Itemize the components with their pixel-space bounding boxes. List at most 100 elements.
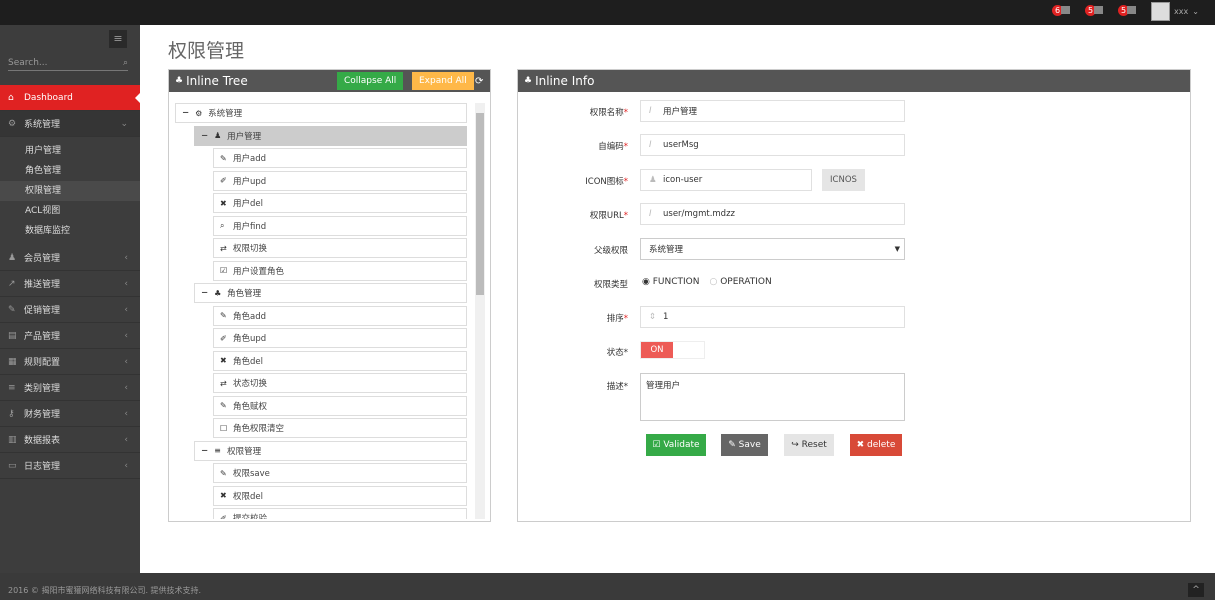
list-icon: ≡ — [214, 446, 221, 455]
times-icon: ✖ — [220, 198, 227, 208]
pencil-icon: ✎ — [220, 153, 227, 163]
order-stepper[interactable]: ⇕ 1 — [640, 306, 905, 328]
validate-button[interactable]: ☑ Validate — [646, 434, 706, 456]
submenu-item[interactable]: 角色管理 — [25, 166, 62, 176]
notification-bell[interactable]: 6 — [1052, 4, 1071, 16]
tree-node[interactable]: ⇄ 状态切换 — [213, 373, 467, 393]
sidebar-item[interactable]: ✎ 促销管理 ‹ — [0, 297, 140, 323]
sidebar-item[interactable]: ▦ 规则配置 ‹ — [0, 349, 140, 375]
sidebar-item-label: 规则配置 — [24, 358, 61, 368]
permission-tree: − ⚙ 系统管理 − ♟ 用户管理 ✎ 用户add ✐ 用户upd ✖ 用户del ⌕ 用户find ⇄ 权限… — [175, 103, 468, 519]
user-icon: ♟ — [649, 175, 657, 185]
submenu-item[interactable]: ACL视图 — [25, 206, 61, 216]
bar-chart-icon: ▥ — [8, 434, 17, 445]
tree-node[interactable]: ✎ 权限save — [213, 463, 467, 483]
tree-node[interactable]: ✖ 角色del — [213, 350, 467, 371]
tree-node[interactable]: ✖ 权限del — [213, 485, 467, 506]
reset-button[interactable]: ↪ Reset — [784, 434, 834, 456]
submenu-item[interactable]: 数据库监控 — [25, 226, 71, 236]
list-icon: ≡ — [8, 382, 16, 393]
search-icon: ⌕ — [122, 57, 128, 68]
icons-button[interactable]: ICNOS — [822, 169, 865, 191]
sidebar-toggle[interactable]: ≡ — [109, 30, 127, 48]
save-button[interactable]: ✎ Save — [721, 434, 768, 456]
tree-node-label: 用户add — [233, 154, 266, 164]
tree-node[interactable]: ☑ 用户设置角色 — [213, 260, 467, 281]
url-label: 权限URL* — [589, 211, 628, 221]
key-icon: ⚷ — [8, 408, 15, 419]
chevron-left-icon: ‹ — [124, 330, 128, 341]
type-radio-group: ◉ FUNCTION ○ OPERATION — [642, 277, 772, 287]
info-panel-header: ♣ Inline Info — [518, 70, 1190, 92]
desc-textarea[interactable]: 管理用户 — [640, 373, 905, 421]
sidebar-item-label: 类别管理 — [24, 384, 61, 394]
home-icon: ⌂ — [8, 92, 14, 103]
tree-node[interactable]: ⌕ 用户find — [213, 215, 467, 236]
radio-operation[interactable]: ○ OPERATION — [709, 277, 772, 287]
tree-node[interactable]: ✎ 角色add — [213, 305, 467, 326]
sitemap-icon: ♣ — [175, 76, 184, 86]
expand-all-button[interactable]: Expand All — [412, 72, 474, 90]
sidebar-item[interactable]: ≡ 类别管理 ‹ — [0, 375, 140, 401]
parent-select[interactable]: 系统管理 ▼ — [640, 238, 905, 260]
tree-node[interactable]: ✖ 用户del — [213, 193, 467, 213]
tree-node-label: 提交校验 — [233, 514, 268, 519]
collapse-toggle[interactable]: − — [201, 288, 209, 298]
collapse-all-button[interactable]: Collapse All — [337, 72, 404, 90]
tree-node[interactable]: ☐ 角色权限清空 — [213, 418, 467, 438]
caret-down-icon: ▼ — [894, 245, 900, 253]
sort-icon: ⇕ — [649, 312, 657, 322]
collapse-toggle[interactable]: − — [201, 445, 209, 456]
cogs-icon: ⚙ — [195, 108, 203, 118]
refresh-icon[interactable]: ⟳ — [475, 75, 484, 87]
delete-button[interactable]: ✖ delete — [850, 434, 902, 456]
chevron-left-icon: ‹ — [124, 460, 128, 471]
tree-node[interactable]: ✐ 用户upd — [213, 170, 467, 191]
collapse-toggle[interactable]: − — [201, 130, 209, 141]
tree-node[interactable]: − ≡ 权限管理 — [194, 440, 467, 461]
badge: 5 — [1085, 4, 1097, 16]
chevron-down-icon: ⌄ — [120, 118, 128, 129]
sidebar-item[interactable]: ▥ 数据报表 ‹ — [0, 427, 140, 453]
name-label: 权限名称* — [589, 108, 628, 118]
user-menu[interactable]: xxx ⌄ — [1151, 2, 1199, 21]
notification-tasks[interactable]: 5 — [1118, 4, 1137, 16]
submenu: 用户管理角色管理权限管理 ACL视图数据库监控 — [0, 137, 140, 245]
sidebar-item[interactable]: ⚙ 系统管理 ⌄ — [0, 111, 140, 137]
tree-node[interactable]: ✐ 提交校验 — [213, 508, 467, 519]
tree-node[interactable]: ✎ 角色赋权 — [213, 395, 467, 416]
retweet-icon: ⇄ — [220, 378, 227, 388]
icon-field[interactable]: ♟ icon-user — [640, 169, 812, 191]
submenu-item[interactable]: 权限管理 — [0, 181, 140, 201]
tree-node-label: 系统管理 — [208, 109, 243, 119]
submenu-item[interactable]: 用户管理 — [25, 146, 62, 156]
scroll-to-top-button[interactable]: ^ — [1188, 583, 1204, 597]
tree-node[interactable]: ✎ 用户add — [213, 148, 467, 168]
tree-node[interactable]: ✐ 角色upd — [213, 328, 467, 348]
search-input[interactable]: Search... ⌕ — [8, 55, 128, 71]
tree-node-label: 角色管理 — [227, 289, 262, 299]
tree-scrollbar[interactable] — [475, 103, 485, 519]
pencil-icon: ✎ — [220, 311, 227, 320]
notification-inbox[interactable]: 5 — [1085, 4, 1104, 16]
name-field[interactable]: I 用户管理 — [640, 100, 905, 122]
tree-node[interactable]: − ⚙ 系统管理 — [175, 103, 467, 123]
sidebar-item[interactable]: ♟ 会员管理 ‹ — [0, 245, 140, 271]
sidebar-item[interactable]: ▤ 产品管理 ‹ — [0, 323, 140, 349]
sidebar-item[interactable]: ↗ 推送管理 ‹ — [0, 271, 140, 297]
sidebar-item[interactable]: ⌂ Dashboard — [0, 85, 140, 111]
radio-function[interactable]: ◉ FUNCTION — [642, 277, 700, 287]
type-label: 权限类型 — [593, 280, 628, 290]
collapse-toggle[interactable]: − — [182, 108, 190, 118]
tree-node[interactable]: − ♣ 角色管理 — [194, 283, 467, 303]
status-toggle[interactable]: ON — [640, 341, 705, 359]
sidebar-item[interactable]: ▭ 日志管理 ‹ — [0, 453, 140, 479]
scrollbar-thumb[interactable] — [476, 113, 484, 295]
tree-node[interactable]: ⇄ 权限切换 — [213, 238, 467, 258]
sidebar-item[interactable]: ⚷ 财务管理 ‹ — [0, 401, 140, 427]
tree-node[interactable]: − ♟ 用户管理 — [194, 125, 467, 146]
chevron-left-icon: ‹ — [124, 252, 128, 263]
